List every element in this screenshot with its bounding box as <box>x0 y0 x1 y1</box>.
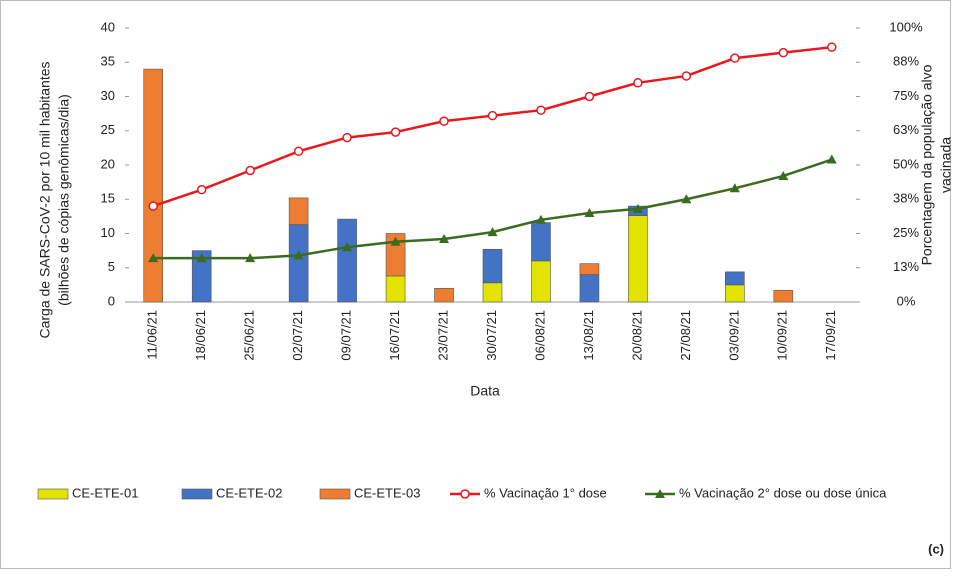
x-tick-label: 25/06/21 <box>242 310 257 361</box>
x-tick-label: 17/09/21 <box>823 310 838 361</box>
line-marker <box>293 146 304 157</box>
bar <box>385 233 406 277</box>
legend-label: % Vacinação 1° dose <box>484 485 607 500</box>
y-tick-label: 35 <box>101 54 115 69</box>
x-tick-label: 11/06/21 <box>145 310 160 360</box>
bar <box>385 275 406 303</box>
line-marker <box>293 250 304 260</box>
y-tick-label: 0 <box>108 293 115 308</box>
y2-tick-label: 63% <box>893 122 919 137</box>
line-marker <box>681 194 692 204</box>
legend-label: CE-ETE-02 <box>216 485 282 500</box>
x-tick-label: 10/09/21 <box>775 310 790 361</box>
line-marker <box>729 183 740 193</box>
y-tick-label: 30 <box>101 88 115 103</box>
line-marker <box>584 207 595 217</box>
line-marker <box>148 253 159 263</box>
bar <box>288 224 309 303</box>
line-marker <box>632 203 643 213</box>
x-tick-label: 30/07/21 <box>484 310 499 361</box>
bar <box>143 68 164 303</box>
bar <box>531 260 551 303</box>
line-marker <box>778 170 789 180</box>
y-tick-label: 5 <box>108 259 115 274</box>
line-marker <box>342 132 352 143</box>
bar <box>628 215 648 303</box>
legend-label: CE-ETE-03 <box>354 485 420 500</box>
line-marker <box>826 154 837 164</box>
y-axis-title: (bilhões de cópias genômicas/dia) <box>56 94 72 306</box>
line-marker <box>535 214 546 224</box>
y2-axis-title: vacinada <box>938 137 954 193</box>
line-marker <box>148 201 158 211</box>
bar <box>434 287 454 303</box>
x-tick-label: 23/07/21 <box>435 310 450 361</box>
x-tick-label: 16/07/21 <box>387 310 402 361</box>
line-marker <box>681 71 692 81</box>
line-marker <box>245 253 256 263</box>
annotation: (c) <box>928 541 944 556</box>
y-tick-label: 20 <box>101 156 115 171</box>
y-tick-label: 10 <box>101 225 115 240</box>
line-marker <box>196 253 207 263</box>
bar <box>337 218 357 303</box>
x-tick-label: 18/06/21 <box>193 310 208 361</box>
bar <box>191 250 212 303</box>
legend-marker <box>655 489 665 498</box>
line-marker <box>584 91 595 102</box>
legend-label: CE-ETE-01 <box>72 485 138 500</box>
legend-swatch <box>181 488 213 500</box>
y2-axis-title: Porcentagem da população alvo <box>919 64 935 265</box>
legend-swatch <box>319 488 351 500</box>
y2-tick-label: 75% <box>893 88 919 103</box>
legend-label: % Vacinação 2° dose ou dose única <box>679 485 887 500</box>
line-marker <box>730 53 740 63</box>
y2-tick-label: 25% <box>893 225 919 240</box>
bar <box>579 274 600 303</box>
line-marker <box>390 236 401 246</box>
y2-tick-label: 50% <box>893 156 919 171</box>
y-tick-label: 15 <box>101 191 115 206</box>
x-tick-label: 27/08/21 <box>678 310 693 361</box>
bar <box>531 222 551 262</box>
bar <box>482 248 503 284</box>
line-marker <box>196 184 207 195</box>
bar <box>579 263 600 275</box>
y2-tick-label: 100% <box>889 19 923 34</box>
y-axis-title: Carga de SARS-CoV-2 por 10 mil habitante… <box>37 61 53 338</box>
x-tick-label: 20/08/21 <box>629 310 644 361</box>
line-marker <box>778 47 789 58</box>
line-marker <box>536 105 546 115</box>
legend-swatch <box>37 488 69 500</box>
line-marker <box>439 233 450 243</box>
y2-tick-label: 0% <box>897 293 916 308</box>
bar <box>725 271 745 286</box>
bar <box>773 290 794 303</box>
x-tick-label: 09/07/21 <box>339 310 354 361</box>
line-marker <box>487 227 498 237</box>
y-tick-label: 40 <box>101 19 115 34</box>
y-tick-label: 25 <box>101 122 115 137</box>
x-tick-label: 03/09/21 <box>726 310 741 361</box>
line-marker <box>390 127 401 137</box>
line-marker <box>342 242 353 252</box>
line-marker <box>633 78 643 88</box>
legend-marker <box>460 489 470 499</box>
x-tick-label: 02/07/21 <box>290 310 305 361</box>
y2-tick-label: 13% <box>893 259 919 274</box>
line-marker <box>487 110 498 121</box>
line-marker <box>245 165 255 176</box>
bar <box>725 284 745 303</box>
frame <box>0 0 951 569</box>
bar <box>288 197 309 225</box>
x-axis-title: Data <box>470 383 500 399</box>
y2-tick-label: 38% <box>893 191 919 206</box>
x-tick-label: 13/08/21 <box>581 310 596 361</box>
line-marker <box>439 116 449 126</box>
y2-tick-label: 88% <box>893 54 919 69</box>
bar <box>482 282 503 303</box>
line-marker <box>827 42 837 52</box>
x-tick-label: 06/08/21 <box>532 310 547 361</box>
